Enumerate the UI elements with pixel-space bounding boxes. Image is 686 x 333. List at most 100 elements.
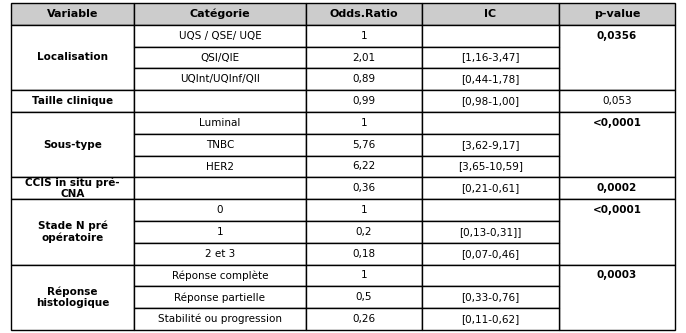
Text: 2 et 3: 2 et 3 <box>205 249 235 259</box>
Bar <box>422 112 559 134</box>
Bar <box>134 134 306 156</box>
Bar <box>422 199 559 221</box>
Bar <box>422 3 559 25</box>
Text: 0,0356: 0,0356 <box>597 31 637 41</box>
Text: [0,98-1,00]: [0,98-1,00] <box>462 96 519 106</box>
Bar <box>11 265 134 330</box>
Text: UQS / QSE/ UQE: UQS / QSE/ UQE <box>178 31 261 41</box>
Bar <box>306 112 422 134</box>
Text: Réponse partielle: Réponse partielle <box>174 292 265 303</box>
Bar <box>306 47 422 68</box>
Text: [0,21-0,61]: [0,21-0,61] <box>462 183 519 193</box>
Bar <box>422 25 559 47</box>
Text: Catégorie: Catégorie <box>190 9 250 19</box>
Bar <box>559 177 675 199</box>
Text: Stade N pré
opératoire: Stade N pré opératoire <box>38 220 108 243</box>
Bar <box>11 199 134 265</box>
Text: [3,62-9,17]: [3,62-9,17] <box>461 140 520 150</box>
Text: 0,053: 0,053 <box>602 96 632 106</box>
Text: 1: 1 <box>217 227 224 237</box>
Bar <box>306 25 422 47</box>
Text: 2,01: 2,01 <box>353 53 375 63</box>
Text: 6,22: 6,22 <box>353 162 376 171</box>
Text: [0,44-1,78]: [0,44-1,78] <box>461 74 520 84</box>
Bar <box>134 286 306 308</box>
Bar <box>134 199 306 221</box>
Text: IC: IC <box>484 9 497 19</box>
Text: 0,0003: 0,0003 <box>597 270 637 280</box>
Bar <box>422 156 559 177</box>
Bar <box>134 47 306 68</box>
Text: TNBC: TNBC <box>206 140 234 150</box>
Bar <box>134 308 306 330</box>
Bar <box>559 90 675 112</box>
Bar <box>306 68 422 90</box>
Bar <box>306 265 422 286</box>
Bar <box>559 265 675 330</box>
Text: [0,13-0,31]]: [0,13-0,31]] <box>460 227 521 237</box>
Bar <box>134 243 306 265</box>
Bar <box>134 90 306 112</box>
Text: 0,36: 0,36 <box>353 183 375 193</box>
Text: <0,0001: <0,0001 <box>593 205 641 215</box>
Bar <box>11 25 134 90</box>
Text: 1: 1 <box>361 205 367 215</box>
Text: Variable: Variable <box>47 9 98 19</box>
Bar <box>306 199 422 221</box>
Text: [0,11-0,62]: [0,11-0,62] <box>462 314 519 324</box>
Text: 0,2: 0,2 <box>356 227 372 237</box>
Bar <box>306 286 422 308</box>
Text: UQInt/UQInf/QII: UQInt/UQInf/QII <box>180 74 260 84</box>
Text: [3,65-10,59]: [3,65-10,59] <box>458 162 523 171</box>
Bar <box>422 308 559 330</box>
Text: HER2: HER2 <box>206 162 234 171</box>
Text: 0,89: 0,89 <box>353 74 375 84</box>
Bar <box>134 112 306 134</box>
Text: Localisation: Localisation <box>37 53 108 63</box>
Text: <0,0001: <0,0001 <box>593 118 641 128</box>
Text: 0,0002: 0,0002 <box>597 183 637 193</box>
Bar <box>422 177 559 199</box>
Bar <box>306 243 422 265</box>
Bar <box>306 156 422 177</box>
Bar <box>134 156 306 177</box>
Text: 0,5: 0,5 <box>356 292 372 302</box>
Bar <box>306 221 422 243</box>
Text: 1: 1 <box>361 31 367 41</box>
Bar <box>422 221 559 243</box>
Text: Luminal: Luminal <box>200 118 241 128</box>
Text: [0,07-0,46]: [0,07-0,46] <box>462 249 519 259</box>
Text: p-value: p-value <box>594 9 640 19</box>
Text: Réponse complète: Réponse complète <box>172 270 268 281</box>
Bar <box>11 3 134 25</box>
Bar <box>134 265 306 286</box>
Text: 1: 1 <box>361 118 367 128</box>
Text: Taille clinique: Taille clinique <box>32 96 113 106</box>
Bar <box>134 68 306 90</box>
Text: 0,26: 0,26 <box>353 314 375 324</box>
Bar <box>559 25 675 90</box>
Bar <box>422 265 559 286</box>
Bar <box>422 134 559 156</box>
Bar <box>422 286 559 308</box>
Bar <box>559 112 675 177</box>
Bar <box>306 308 422 330</box>
Bar <box>134 221 306 243</box>
Bar <box>422 90 559 112</box>
Bar <box>306 134 422 156</box>
Bar <box>11 112 134 177</box>
Bar <box>306 90 422 112</box>
Text: Réponse
histologique: Réponse histologique <box>36 286 109 308</box>
Text: Stabilité ou progression: Stabilité ou progression <box>158 314 282 324</box>
Text: [1,16-3,47]: [1,16-3,47] <box>461 53 520 63</box>
Bar <box>422 68 559 90</box>
Bar <box>422 47 559 68</box>
Bar <box>306 177 422 199</box>
Text: Odds.Ratio: Odds.Ratio <box>330 9 399 19</box>
Bar <box>134 3 306 25</box>
Bar <box>11 90 134 112</box>
Text: [0,33-0,76]: [0,33-0,76] <box>462 292 519 302</box>
Bar <box>306 3 422 25</box>
Text: 0,99: 0,99 <box>353 96 375 106</box>
Text: 0,18: 0,18 <box>353 249 375 259</box>
